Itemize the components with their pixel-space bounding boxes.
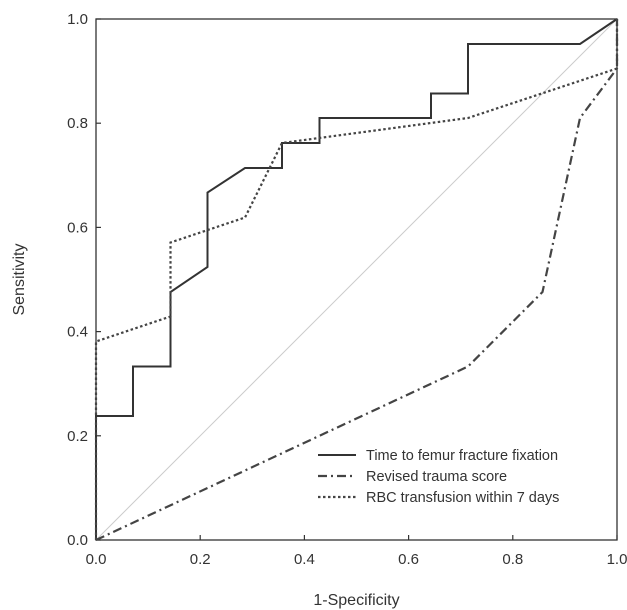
- legend-label-2: Revised trauma score: [366, 469, 507, 485]
- y-tick-label: 1.0: [67, 11, 88, 28]
- x-tick-label: 0.8: [502, 551, 523, 568]
- y-tick-label: 0.6: [67, 219, 88, 236]
- x-tick-label: 0.2: [190, 551, 211, 568]
- legend: Time to femur fracture fixation Revised t…: [318, 448, 559, 506]
- reference-line: [95, 18, 618, 541]
- series-line-3: [94, 19, 619, 540]
- y-axis-title: Sensitivity: [11, 243, 28, 315]
- y-tick-label: 0.4: [67, 324, 88, 341]
- x-tick-label: 0.0: [86, 551, 107, 568]
- x-tick-label: 1.0: [607, 551, 627, 568]
- plot-frame: [95, 18, 618, 541]
- x-tick-label: 0.4: [294, 551, 315, 568]
- legend-label-1: Time to femur fracture fixation: [366, 448, 558, 464]
- plot-area: 0.0 0.2 0.4 0.6 0.8 1.0 0.0 0.2 0.4 0.6 0.8 1.0: [67, 11, 627, 568]
- x-tick-label: 0.6: [398, 551, 419, 568]
- y-tick-label: 0.8: [67, 115, 88, 132]
- y-tick-label: 0.2: [67, 428, 88, 445]
- series-line-1: [95, 18, 618, 540]
- x-axis-title: 1-Specificity: [313, 592, 399, 609]
- legend-label-3: RBC transfusion within 7 days: [366, 490, 559, 506]
- y-tick-label: 0.0: [67, 532, 88, 549]
